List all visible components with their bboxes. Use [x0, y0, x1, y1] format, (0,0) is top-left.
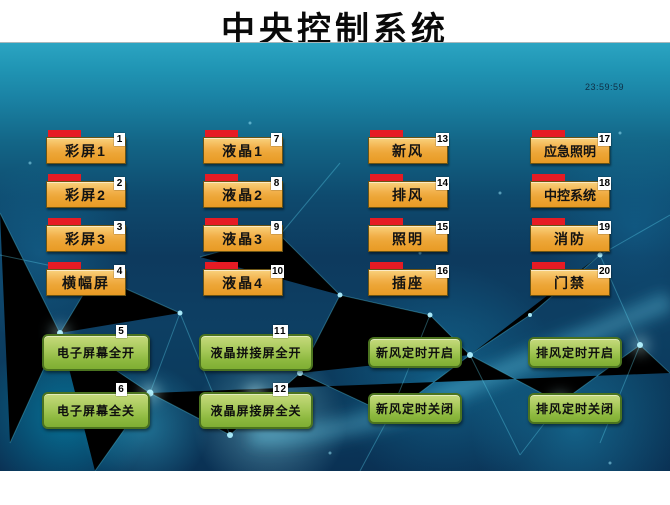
red-indicator	[370, 130, 403, 138]
red-indicator	[532, 130, 565, 138]
device-button[interactable]: 19 消防	[530, 218, 612, 252]
number-badge: 4	[114, 265, 125, 278]
device-button-label: 应急照明	[530, 137, 610, 164]
device-button[interactable]: 14 排风	[368, 174, 450, 208]
device-button-label: 消防	[530, 225, 610, 252]
number-badge: 11	[273, 325, 288, 338]
scene-button-label: 排风定时开启	[535, 346, 614, 360]
red-indicator	[48, 174, 81, 182]
number-badge: 14	[436, 177, 450, 190]
red-indicator	[370, 262, 403, 270]
number-badge: 8	[271, 177, 282, 190]
number-badge: 3	[114, 221, 125, 234]
scene-button-label: 新风定时关闭	[375, 402, 454, 416]
scene-button-label: 排风定时关闭	[535, 402, 614, 416]
red-indicator	[370, 218, 403, 226]
device-button-label: 照明	[368, 225, 448, 252]
device-button[interactable]: 16 插座	[368, 262, 450, 296]
device-button[interactable]: 7 液晶1	[203, 130, 283, 164]
scene-button-label: 液晶屏接屏全关	[210, 404, 302, 418]
device-button[interactable]: 15 照明	[368, 218, 450, 252]
number-badge: 10	[271, 265, 285, 278]
device-button[interactable]: 4 横幅屏	[46, 262, 126, 296]
device-button-label: 液晶3	[203, 225, 283, 252]
device-button-label: 液晶4	[203, 269, 283, 296]
device-button-label: 液晶1	[203, 137, 283, 164]
device-button-label: 门禁	[530, 269, 610, 296]
number-badge: 15	[436, 221, 450, 234]
red-indicator	[532, 174, 565, 182]
red-indicator	[48, 130, 81, 138]
device-button[interactable]: 2 彩屏2	[46, 174, 126, 208]
scene-button-label: 电子屏幕全关	[56, 404, 135, 418]
device-button[interactable]: 3 彩屏3	[46, 218, 126, 252]
number-badge: 2	[114, 177, 125, 190]
device-button[interactable]: 1 彩屏1	[46, 130, 126, 164]
red-indicator	[205, 262, 238, 270]
scene-button[interactable]: 排风定时开启	[528, 337, 622, 368]
scene-button[interactable]: 新风定时关闭	[368, 393, 462, 424]
device-button[interactable]: 8 液晶2	[203, 174, 283, 208]
number-badge: 20	[598, 265, 612, 278]
number-badge: 9	[271, 221, 282, 234]
scene-button-label: 液晶拼接屏全开	[210, 346, 302, 360]
scene-button[interactable]: 5 电子屏幕全开	[42, 325, 150, 371]
device-button[interactable]: 20 门禁	[530, 262, 612, 296]
number-badge: 17	[598, 133, 612, 146]
red-indicator	[205, 218, 238, 226]
red-indicator	[532, 218, 565, 226]
red-indicator	[370, 174, 403, 182]
scene-button[interactable]: 11 液晶拼接屏全开	[199, 325, 313, 371]
control-panel-background: 23:59:59 1 彩屏1 2 彩屏2 3 彩屏3 4 横幅屏 7 液晶1	[0, 42, 670, 471]
number-badge: 19	[598, 221, 612, 234]
number-badge: 1	[114, 133, 125, 146]
device-button[interactable]: 9 液晶3	[203, 218, 283, 252]
red-indicator	[48, 218, 81, 226]
device-button-label: 彩屏2	[46, 181, 126, 208]
red-indicator	[205, 174, 238, 182]
device-button[interactable]: 10 液晶4	[203, 262, 285, 296]
number-badge: 13	[436, 133, 450, 146]
number-badge: 16	[436, 265, 450, 278]
scene-button[interactable]: 新风定时开启	[368, 337, 462, 368]
scene-button[interactable]: 排风定时关闭	[528, 393, 622, 424]
device-button-label: 插座	[368, 269, 448, 296]
device-button-label: 液晶2	[203, 181, 283, 208]
clock-display: 23:59:59	[585, 82, 625, 92]
device-button-label: 彩屏3	[46, 225, 126, 252]
number-badge: 5	[116, 325, 127, 338]
device-button[interactable]: 13 新风	[368, 130, 450, 164]
number-badge: 12	[273, 383, 289, 396]
scene-button-label: 电子屏幕全开	[56, 346, 135, 360]
number-badge: 18	[598, 177, 612, 190]
device-button-label: 中控系统	[530, 181, 610, 208]
device-button[interactable]: 17 应急照明	[530, 130, 612, 164]
device-button-label: 排风	[368, 181, 448, 208]
device-button-label: 新风	[368, 137, 448, 164]
red-indicator	[205, 130, 238, 138]
number-badge: 6	[116, 383, 127, 396]
red-indicator	[532, 262, 565, 270]
device-button-label: 横幅屏	[46, 269, 126, 296]
scene-button-label: 新风定时开启	[375, 346, 454, 360]
scene-button[interactable]: 6 电子屏幕全关	[42, 383, 150, 429]
device-button[interactable]: 18 中控系统	[530, 174, 612, 208]
scene-button[interactable]: 12 液晶屏接屏全关	[199, 383, 313, 429]
number-badge: 7	[271, 133, 282, 146]
device-button-label: 彩屏1	[46, 137, 126, 164]
red-indicator	[48, 262, 81, 270]
